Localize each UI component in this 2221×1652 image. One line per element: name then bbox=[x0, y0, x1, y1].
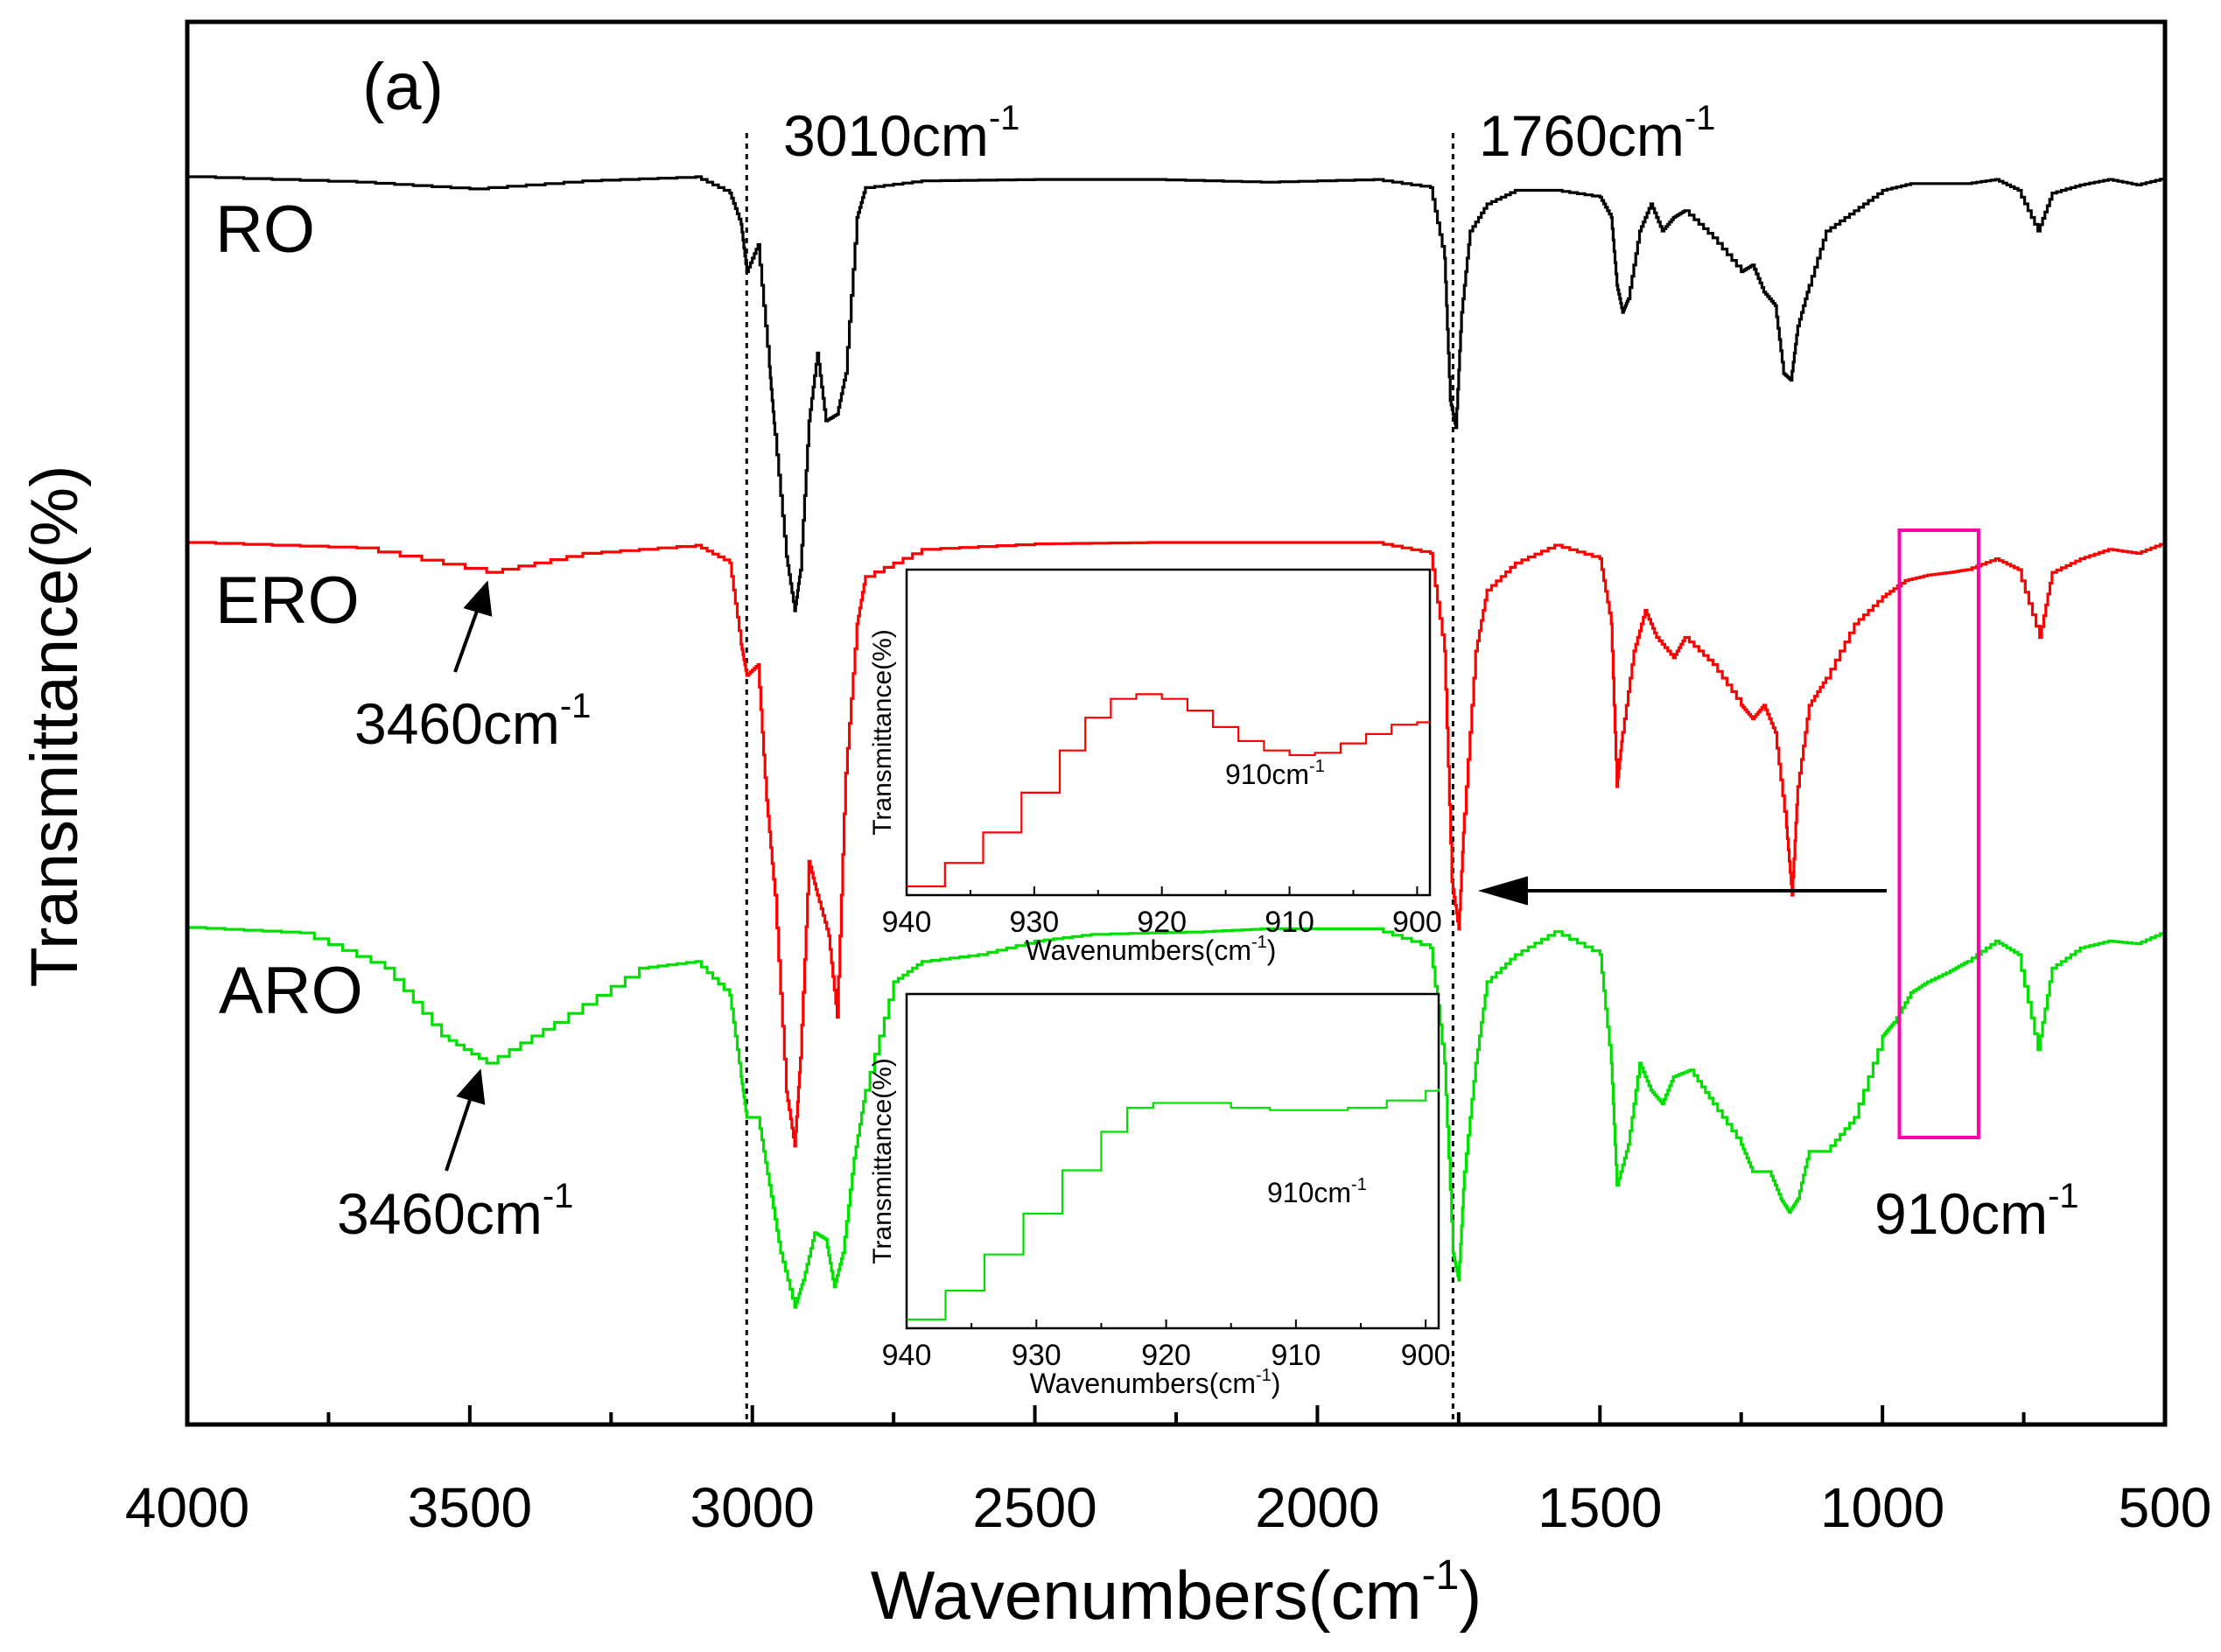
annotation-1760: 1760cm-1 bbox=[1479, 99, 1715, 168]
annotation-910: 910cm-1 bbox=[1874, 1177, 2079, 1246]
annotation-3460-aro: 3460cm-1 bbox=[337, 1177, 573, 1246]
inset-tick-label: 940 bbox=[882, 906, 932, 939]
highlight-box-910 bbox=[1897, 528, 1980, 1139]
inset-y-label: Transmittance(%) bbox=[868, 1058, 897, 1264]
inset-aro: 940 930 920 910 900 Wavenumbers(cm-1) Transmit… bbox=[868, 992, 1451, 1399]
inset-frame bbox=[905, 992, 1440, 1330]
inset-annotation-910: 910cm-1 bbox=[1267, 1175, 1367, 1208]
x-tick-label: 3000 bbox=[690, 1476, 815, 1539]
inset-tick-label: 920 bbox=[1141, 1339, 1191, 1372]
x-tick-label: 1500 bbox=[1538, 1476, 1662, 1539]
y-axis-label: Transmittance(%) bbox=[18, 466, 92, 988]
series-line-aro bbox=[187, 926, 2167, 1309]
x-tick-label: 3500 bbox=[408, 1476, 532, 1539]
arrow-3460-aro bbox=[445, 1091, 474, 1172]
inset-tick-label: 930 bbox=[1012, 1339, 1061, 1372]
arrowhead-to-inset bbox=[1477, 876, 1528, 906]
inset-tick-label: 940 bbox=[882, 1339, 932, 1372]
x-tick-label: 2500 bbox=[972, 1476, 1096, 1539]
annotation-3460-ero: 3460cm-1 bbox=[354, 687, 591, 756]
inset-x-label: Wavenumbers(cm-1) bbox=[1026, 933, 1277, 966]
inset-trace bbox=[907, 1088, 1440, 1321]
x-axis-ticks: 4000 3500 3000 2500 2000 1500 1000 500 bbox=[125, 1405, 2212, 1539]
inset-trace bbox=[907, 693, 1430, 888]
x-axis-label: Wavenumbers(cm-1) bbox=[871, 1552, 1482, 1634]
x-tick-label: 1000 bbox=[1820, 1476, 1944, 1539]
inset-annotation-910: 910cm-1 bbox=[1225, 757, 1325, 790]
panel-label: (a) bbox=[362, 50, 444, 124]
inset-y-label: Transmittance(%) bbox=[868, 629, 897, 836]
inset-tick-label: 910 bbox=[1265, 906, 1314, 939]
highlight-layer bbox=[1897, 528, 1980, 1139]
series-label-ero: ERO bbox=[215, 564, 360, 638]
series-label-aro: ARO bbox=[219, 954, 363, 1028]
series-label-ro: RO bbox=[215, 192, 315, 267]
inset-tick-label: 910 bbox=[1272, 1339, 1321, 1372]
inset-tick-label: 900 bbox=[1401, 1339, 1451, 1372]
x-tick-label: 500 bbox=[2119, 1476, 2212, 1539]
annotation-3010: 3010cm-1 bbox=[783, 99, 1019, 168]
inset-frame bbox=[905, 568, 1432, 897]
inset-tick-label: 900 bbox=[1392, 906, 1442, 939]
series-line-ero bbox=[187, 541, 2167, 1148]
arrowhead-3460-ero bbox=[463, 580, 493, 617]
inset-tick-label: 930 bbox=[1009, 906, 1059, 939]
arrow-3460-ero bbox=[453, 603, 481, 673]
inset-ero: 940 930 920 910 900 Wavenumbers(cm-1) Transmit… bbox=[868, 568, 1442, 966]
series-layer bbox=[187, 175, 2167, 1309]
inset-tick-label: 920 bbox=[1137, 906, 1187, 939]
series-line-ro bbox=[187, 175, 2167, 612]
arrowhead-3460-aro bbox=[456, 1068, 486, 1105]
x-tick-label: 2000 bbox=[1255, 1476, 1379, 1539]
x-tick-label: 4000 bbox=[125, 1476, 249, 1539]
inset-x-label: Wavenumbers(cm-1) bbox=[1030, 1366, 1281, 1399]
